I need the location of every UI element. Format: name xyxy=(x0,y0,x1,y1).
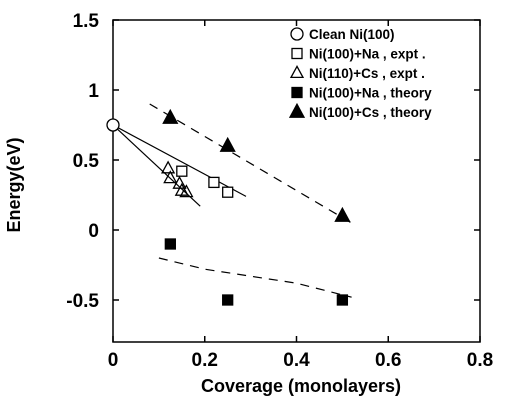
data-point-open-circle xyxy=(106,118,120,132)
legend-entry: Ni(110)+Cs , expt . xyxy=(309,66,425,81)
legend-marker-open-circle xyxy=(290,27,304,41)
data-point-open-triangle xyxy=(161,160,176,174)
legend-marker-open-square xyxy=(291,47,303,60)
y-tick-label: 1 xyxy=(88,81,99,102)
x-tick-label: 0.2 xyxy=(192,350,218,371)
y-tick-label: 1.5 xyxy=(73,11,100,32)
y-tick-label: 0.5 xyxy=(73,151,100,172)
data-point-filled-triangle xyxy=(219,136,236,152)
fit-lines xyxy=(112,103,352,298)
data-point-open-square xyxy=(208,176,220,189)
x-tick-label: 0.8 xyxy=(467,350,493,371)
data-point-open-triangle xyxy=(163,170,178,184)
x-tick-label: 0.6 xyxy=(375,350,401,371)
legend-marker-open-triangle xyxy=(289,65,305,79)
data-point-open-square xyxy=(176,165,188,177)
y-axis-label: Energy(eV) xyxy=(4,137,24,232)
tick-labels: 0 0.2 0.4 0.6 0.8 -0.5 0 0.5 1 1.5 xyxy=(66,11,493,371)
dashed-trend-line xyxy=(149,103,352,224)
legend: Clean Ni(100) Ni(100)+Na , expt . Ni(110)+… xyxy=(288,27,432,120)
data-point-filled-triangle xyxy=(334,206,351,222)
data-point-filled-square xyxy=(222,294,234,306)
y-tick-label: 0 xyxy=(88,221,99,242)
legend-marker-filled-triangle xyxy=(288,102,306,118)
data-point-filled-square xyxy=(336,294,349,306)
dashed-trend-line xyxy=(158,257,352,298)
legend-marker-filled-square xyxy=(291,86,303,99)
x-axis-label: Coverage (monolayers) xyxy=(201,376,401,396)
y-tick-label: -0.5 xyxy=(66,291,99,312)
legend-entry: Ni(100)+Cs , theory xyxy=(309,105,432,120)
legend-entry: Ni(100)+Na , theory xyxy=(309,86,432,101)
legend-entry: Ni(100)+Na , expt . xyxy=(309,47,426,62)
data-point-open-square xyxy=(222,186,234,198)
data-points xyxy=(106,108,351,306)
solid-fit-line xyxy=(112,124,247,197)
data-point-open-triangle xyxy=(179,184,194,198)
plot-axes xyxy=(112,19,481,343)
x-tick-label: 0.4 xyxy=(283,350,310,371)
solid-fit-line xyxy=(112,124,201,207)
data-point-filled-triangle xyxy=(162,108,179,124)
x-tick-label: 0 xyxy=(108,350,119,371)
legend-entry: Clean Ni(100) xyxy=(309,27,395,42)
data-point-filled-square xyxy=(164,238,176,250)
